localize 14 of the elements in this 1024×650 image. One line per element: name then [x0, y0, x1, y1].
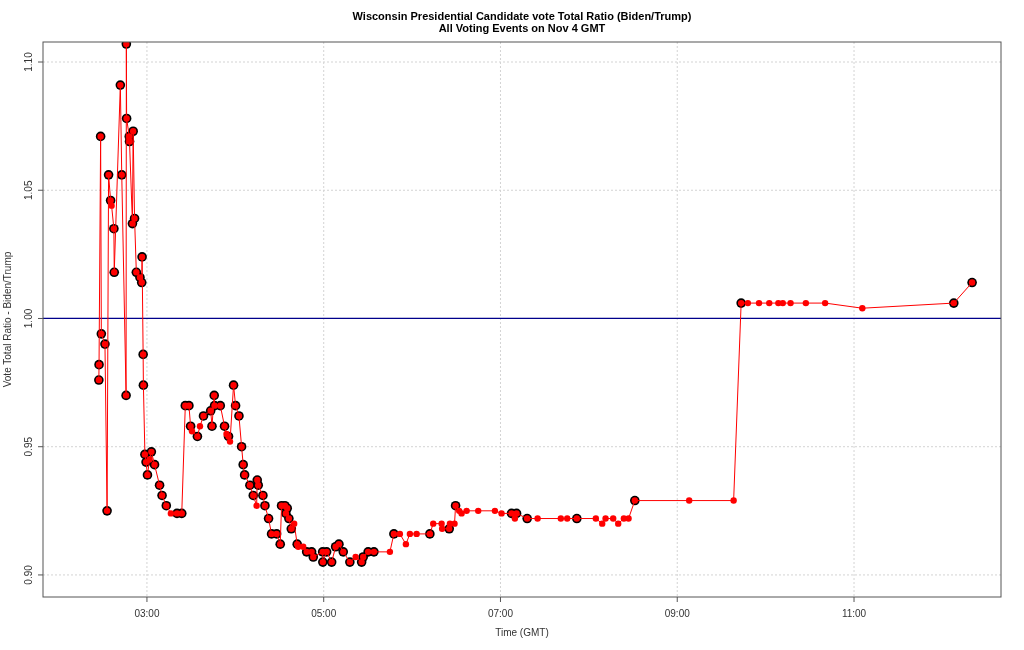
y-tick-label: 0.95 — [23, 436, 34, 457]
y-tick-label: 1.00 — [23, 308, 34, 329]
x-axis-title: Time (GMT) — [495, 627, 549, 638]
chart-title: Wisconsin Presidential Candidate vote Total Ratio (Biden/Trump) — [352, 10, 692, 22]
x-tick-label: 07:00 — [487, 608, 514, 619]
x-tick-label: 11:00 — [841, 608, 867, 619]
y-tick-label: 0.90 — [23, 564, 34, 585]
x-tick-label: 03:00 — [134, 608, 160, 619]
y-tick-label: 1.05 — [23, 180, 34, 200]
chart-subtitle: All Voting Events on Nov 4 GMT — [438, 22, 606, 34]
y-axis-title: Vote Total Ratio - Biden/Trump — [2, 251, 13, 388]
x-tick-label: 09:00 — [664, 608, 691, 619]
x-tick-label: 05:00 — [311, 608, 337, 619]
y-tick-label: 1.10 — [23, 51, 34, 72]
